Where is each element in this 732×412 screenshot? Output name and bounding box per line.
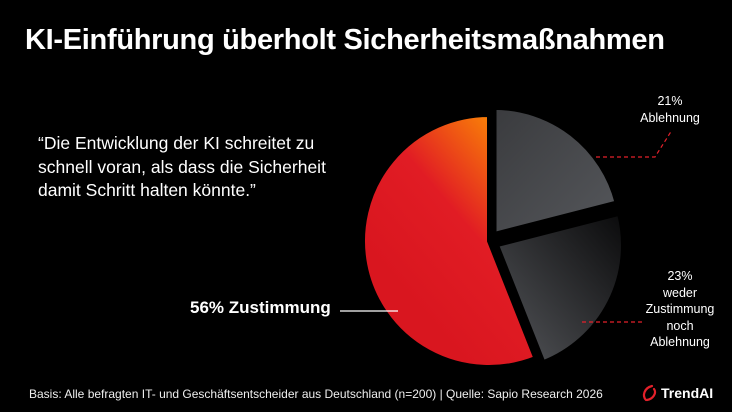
pie-slice-weder-zustimmung-noch-ablehnung <box>494 211 625 365</box>
ablehnung-pct: 21% <box>657 94 683 108</box>
trendai-swirl-icon <box>642 384 657 402</box>
pie-slice-ablehnung <box>492 105 619 237</box>
page-title: KI-Einführung überholt Sicherheitsmaßnah… <box>25 24 665 56</box>
weder-label: 23% weder Zustimmung noch Ablehnung <box>640 268 720 351</box>
ablehnung-label: 21% Ablehnung <box>630 93 710 126</box>
weder-line: noch <box>666 318 694 333</box>
weder-line: Ablehnung <box>650 335 710 349</box>
ablehnung-text: Ablehnung <box>640 110 700 125</box>
trendai-logo: TrendAI <box>640 384 713 402</box>
zustimmung-label: 56% Zustimmung <box>190 298 331 317</box>
logo-text: TrendAI <box>661 385 714 401</box>
weder-line: weder <box>662 285 698 300</box>
footer-source: Basis: Alle befragten IT- und Geschäftse… <box>29 387 603 401</box>
weder-line: Zustimmung <box>645 302 715 316</box>
quote-text: “Die Entwicklung der KI schreitet zu sch… <box>38 133 326 200</box>
weder-pct: 23% <box>667 269 693 283</box>
pie-slice-zustimmung <box>361 112 538 369</box>
ablehnung-leader-line <box>596 129 673 158</box>
